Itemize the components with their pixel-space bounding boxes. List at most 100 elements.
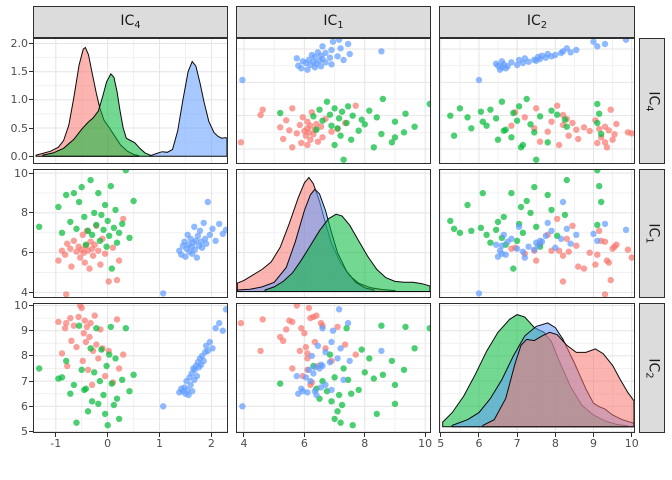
scatter-point-blue [196, 227, 204, 234]
scatter-point-blue [202, 235, 209, 242]
scatter-point-green [402, 110, 409, 117]
scatter-point-blue [203, 240, 210, 247]
scatter-point-green [426, 100, 430, 108]
gridlines [440, 170, 634, 297]
x-axis-tick [516, 433, 518, 437]
scatter-point-green [426, 325, 430, 332]
scatter-point-red [594, 139, 601, 147]
scatter-point-red [605, 259, 612, 266]
scatter-point-blue [307, 377, 314, 385]
scatter-point-green [548, 107, 555, 114]
scatter-point-red [61, 251, 69, 258]
scatter-point-red [89, 252, 97, 259]
scatter-point-red [341, 341, 349, 348]
scatter-point-green [130, 371, 137, 378]
y-axis-tick-label: 2.0 [10, 37, 29, 50]
scatter-point-blue [594, 43, 601, 50]
scatter-point-green [58, 229, 66, 236]
scatter-point-green [100, 226, 107, 233]
scatter-point-green [479, 118, 486, 125]
x-axis-tick [440, 433, 442, 437]
scatter-point-green [82, 241, 90, 248]
scatter-point-green [508, 134, 515, 141]
scatter-point-red [88, 381, 96, 389]
panel-ic4-vs-ic2 [33, 303, 228, 433]
scatter-point-green [513, 237, 521, 244]
scatter-point-blue [563, 225, 570, 232]
scatter-point-green [98, 211, 105, 219]
scatter-point-green [500, 213, 507, 221]
scatter-point-green [373, 410, 380, 418]
panel-ic1-vs-ic4-svg [237, 39, 430, 163]
scatter-point-green [379, 371, 387, 378]
scatter-point-red [93, 341, 100, 348]
strip-label-sub: 2 [643, 371, 655, 379]
scatter-point-blue [194, 232, 202, 239]
scatter-point-green [594, 170, 601, 174]
scatter-point-blue [622, 226, 630, 233]
scatter-point-green [366, 107, 373, 114]
scatter-point-blue [573, 46, 580, 54]
scatter-point-green [335, 115, 343, 122]
scatter-point-blue [538, 238, 546, 245]
scatter-point-red [75, 313, 82, 321]
scatter-point-green [456, 229, 464, 236]
scatter-point-green [544, 139, 551, 146]
scatter-point-blue [204, 198, 211, 206]
scatter-point-green [310, 113, 317, 120]
scatter-point-blue [337, 345, 344, 352]
scatter-point-red [628, 254, 634, 261]
scatter-point-red [64, 362, 71, 370]
scatter-point-blue [328, 338, 335, 346]
scatter-point-green [82, 385, 90, 392]
scatter-point-green [84, 408, 92, 415]
x-axis-tick-label: 4 [240, 437, 248, 450]
x-axis-tick-label: 9 [590, 437, 598, 450]
scatter-point-green [126, 388, 133, 395]
scatter-point-green [63, 191, 70, 199]
scatter-point-red [302, 343, 310, 351]
scatter-point-green [88, 398, 96, 405]
scatter-point-blue [508, 59, 515, 66]
scatter-point-blue [534, 242, 542, 249]
scatter-point-green [400, 129, 408, 136]
scatter-point-blue [222, 226, 227, 233]
scatter-point-green [388, 357, 396, 365]
scatter-point-green [517, 203, 525, 211]
scatter-point-green [106, 232, 113, 239]
row-strip-ic1-label: IC1 [643, 223, 662, 244]
scatter-point-green [103, 243, 110, 250]
strip-label-base: IC [645, 90, 662, 105]
scatter-point-blue [594, 237, 601, 244]
scatter-point-green [477, 224, 485, 231]
scatter-point-green [98, 346, 105, 353]
x-axis-tick-label: 10 [624, 437, 639, 450]
scatter-point-red [586, 249, 593, 256]
scatter-point-blue [334, 355, 341, 362]
scatter-point-blue [334, 53, 341, 60]
scatter-point-green [113, 395, 121, 402]
scatter-point-red [237, 319, 245, 327]
scatter-point-blue [513, 61, 521, 69]
y-axis-tick-label: 0.5 [10, 121, 29, 135]
scatter-point-green [464, 114, 471, 121]
scatter-point-red [86, 265, 93, 272]
strip-label-sub: 1 [643, 237, 655, 244]
y-axis-tick-label: 6 [21, 399, 28, 413]
scatter-point-red [313, 120, 320, 128]
panel-ic2-density [439, 303, 635, 433]
scatter-point-red [613, 120, 620, 128]
scatter-point-green [487, 239, 494, 246]
scatter-point-blue [337, 45, 344, 52]
scatter-point-blue [216, 319, 223, 327]
scatter-point-blue [552, 244, 559, 251]
scatter-point-green [103, 362, 110, 370]
scatter-point-green [531, 183, 538, 191]
scatter-point-green [343, 119, 350, 127]
panel-ic4-density [33, 38, 228, 164]
scatter-point-red [536, 138, 544, 145]
panel-ic2-vs-ic1-svg [440, 170, 634, 297]
strip-label-sub: 4 [134, 19, 141, 31]
panel-ic4-vs-ic2-svg [34, 304, 227, 432]
